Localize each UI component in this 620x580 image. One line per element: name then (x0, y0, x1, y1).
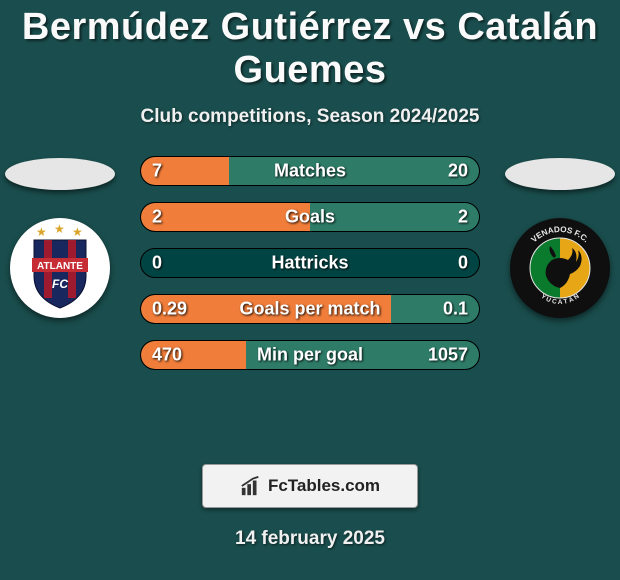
chart-icon (240, 475, 262, 497)
club-badge-right: VENADOS F.C. Y U C A T Á N (510, 218, 610, 318)
svg-text:★: ★ (36, 225, 47, 239)
stat-label: Hattricks (140, 253, 480, 274)
comparison-body: ★ ★ ★ ATLANTE FC VENADOS F.C. Y U C A T … (0, 158, 620, 458)
stat-row: Goals per match0.29 0.1 (140, 294, 480, 324)
branding-text: FcTables.com (268, 476, 380, 496)
stat-row: Goals2 2 (140, 202, 480, 232)
stat-value-right: 2 (458, 207, 468, 228)
comparison-subtitle: Club competitions, Season 2024/2025 (0, 106, 620, 128)
stat-value-left: 470 (152, 345, 182, 366)
branding-box: FcTables.com (202, 464, 418, 508)
stat-value-left: 0 (152, 253, 162, 274)
svg-text:★: ★ (54, 222, 65, 236)
venados-badge-svg: VENADOS F.C. Y U C A T Á N (510, 218, 610, 318)
stat-row: Hattricks0 0 (140, 248, 480, 278)
player-left-column: ★ ★ ★ ATLANTE FC (0, 158, 120, 318)
atlante-badge-svg: ★ ★ ★ ATLANTE FC (10, 218, 110, 318)
svg-text:FC: FC (52, 277, 68, 291)
svg-text:ATLANTE: ATLANTE (37, 261, 83, 272)
stats-table: Matches7 20 Goals2 2 Hattricks0 0 Goals per ma… (140, 156, 480, 386)
comparison-title: Bermúdez Gutiérrez vs Catalán Guemes (0, 0, 620, 92)
svg-text:★: ★ (72, 225, 83, 239)
stat-value-right: 1057 (428, 345, 468, 366)
player-right-column: VENADOS F.C. Y U C A T Á N (500, 158, 620, 318)
stat-value-right: 0.1 (443, 299, 468, 320)
stat-value-right: 20 (448, 161, 468, 182)
stat-row: Matches7 20 (140, 156, 480, 186)
player-left-silhouette (5, 158, 115, 190)
comparison-date: 14 february 2025 (0, 528, 620, 550)
player-right-silhouette (505, 158, 615, 190)
stat-label: Goals (140, 207, 480, 228)
stat-row: Min per goal4701057 (140, 340, 480, 370)
club-badge-left: ★ ★ ★ ATLANTE FC (10, 218, 110, 318)
stat-value-left: 7 (152, 161, 162, 182)
stat-label: Matches (140, 161, 480, 182)
stat-value-left: 0.29 (152, 299, 187, 320)
stat-value-left: 2 (152, 207, 162, 228)
stat-label: Goals per match (140, 299, 480, 320)
stat-value-right: 0 (458, 253, 468, 274)
